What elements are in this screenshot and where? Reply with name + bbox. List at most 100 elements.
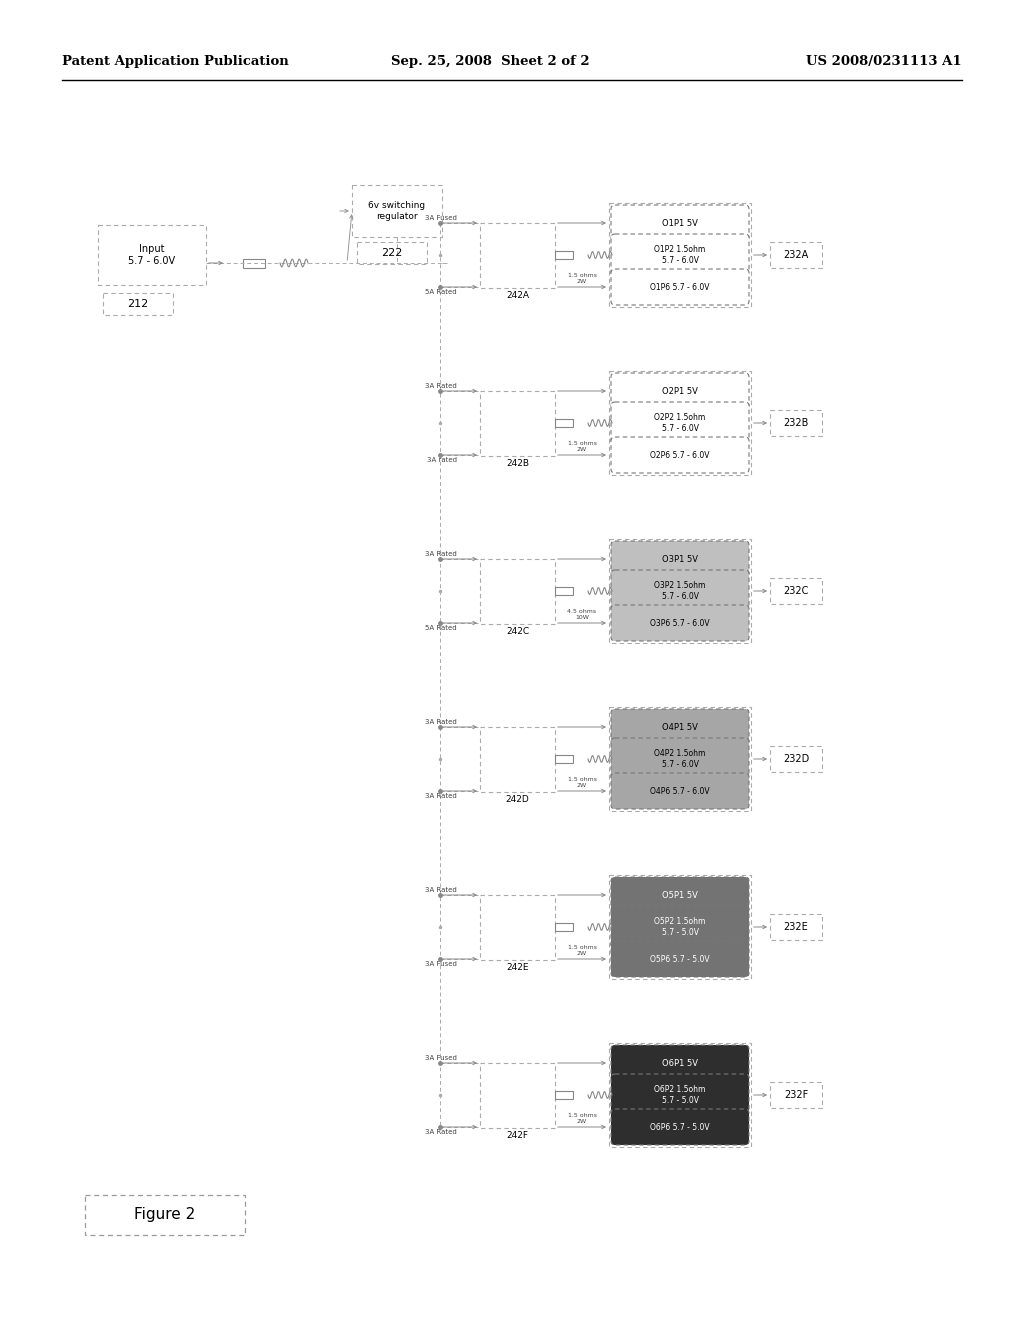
Text: 1.5 ohms
2W: 1.5 ohms 2W — [567, 777, 597, 788]
Bar — [85, 1195, 245, 1236]
Text: 242D: 242D — [506, 795, 529, 804]
Bar — [352, 185, 442, 238]
Text: 3A Fused: 3A Fused — [425, 215, 457, 220]
Bar — [243, 259, 265, 268]
Text: 232C: 232C — [783, 586, 809, 597]
FancyBboxPatch shape — [611, 234, 749, 276]
Bar — [770, 242, 822, 268]
Text: 212: 212 — [127, 300, 148, 309]
Bar — [770, 746, 822, 772]
Text: 3A Rated: 3A Rated — [425, 793, 457, 799]
Bar — [770, 913, 822, 940]
FancyBboxPatch shape — [611, 738, 749, 780]
Text: 232F: 232F — [784, 1090, 808, 1100]
Text: US 2008/0231113 A1: US 2008/0231113 A1 — [806, 55, 962, 69]
Text: 1.5 ohms
2W: 1.5 ohms 2W — [567, 273, 597, 284]
Text: 242F: 242F — [507, 1130, 528, 1139]
Bar — [555, 251, 573, 259]
Text: Figure 2: Figure 2 — [134, 1208, 196, 1222]
Text: 222: 222 — [381, 248, 402, 257]
FancyBboxPatch shape — [611, 605, 749, 642]
Text: O4P6 5.7 - 6.0V: O4P6 5.7 - 6.0V — [650, 787, 710, 796]
Bar — [770, 1082, 822, 1107]
Bar — [480, 895, 555, 960]
FancyBboxPatch shape — [611, 941, 749, 977]
Text: O4P2 1.5ohm
5.7 - 6.0V: O4P2 1.5ohm 5.7 - 6.0V — [654, 750, 706, 768]
Bar — [555, 418, 573, 426]
Bar — [98, 224, 206, 285]
Bar — [609, 203, 751, 308]
Text: 242A: 242A — [506, 290, 529, 300]
FancyBboxPatch shape — [611, 906, 749, 948]
Text: O2P1 5V: O2P1 5V — [663, 387, 698, 396]
Bar — [609, 875, 751, 979]
Bar — [357, 242, 427, 264]
Text: O5P1 5V: O5P1 5V — [663, 891, 698, 899]
Bar — [480, 1063, 555, 1127]
Text: O4P1 5V: O4P1 5V — [663, 722, 698, 731]
Text: 1.5 ohms
2W: 1.5 ohms 2W — [567, 1113, 597, 1123]
Bar — [609, 708, 751, 810]
FancyBboxPatch shape — [611, 437, 749, 473]
Text: 6v switching
regulator: 6v switching regulator — [369, 201, 426, 220]
FancyBboxPatch shape — [611, 1045, 749, 1081]
Text: 3A Rated: 3A Rated — [425, 1129, 457, 1135]
Text: O5P2 1.5ohm
5.7 - 5.0V: O5P2 1.5ohm 5.7 - 5.0V — [654, 917, 706, 937]
Text: 3A Rated: 3A Rated — [425, 550, 457, 557]
Text: O6P2 1.5ohm
5.7 - 5.0V: O6P2 1.5ohm 5.7 - 5.0V — [654, 1085, 706, 1105]
Bar — [609, 1043, 751, 1147]
Text: 3A rated: 3A rated — [427, 457, 457, 463]
Text: O1P2 1.5ohm
5.7 - 6.0V: O1P2 1.5ohm 5.7 - 6.0V — [654, 246, 706, 265]
Text: 232E: 232E — [783, 921, 808, 932]
Bar — [555, 1092, 573, 1100]
Text: 3A Rated: 3A Rated — [425, 719, 457, 725]
Text: 4.5 ohms
10W: 4.5 ohms 10W — [567, 609, 597, 620]
FancyBboxPatch shape — [611, 205, 749, 242]
Text: 242C: 242C — [506, 627, 529, 635]
FancyBboxPatch shape — [611, 269, 749, 305]
Text: 3A Rated: 3A Rated — [425, 383, 457, 389]
Text: O3P2 1.5ohm
5.7 - 6.0V: O3P2 1.5ohm 5.7 - 6.0V — [654, 581, 706, 601]
Text: 1.5 ohms
2W: 1.5 ohms 2W — [567, 441, 597, 451]
Text: O1P1 5V: O1P1 5V — [663, 219, 698, 227]
Bar — [555, 755, 573, 763]
FancyBboxPatch shape — [611, 774, 749, 809]
Text: O2P2 1.5ohm
5.7 - 6.0V: O2P2 1.5ohm 5.7 - 6.0V — [654, 413, 706, 433]
Text: Input
5.7 - 6.0V: Input 5.7 - 6.0V — [128, 244, 175, 265]
Text: 232B: 232B — [783, 418, 809, 428]
Text: O3P6 5.7 - 6.0V: O3P6 5.7 - 6.0V — [650, 619, 710, 627]
Text: 3A Rated: 3A Rated — [425, 887, 457, 894]
Text: Patent Application Publication: Patent Application Publication — [62, 55, 289, 69]
Bar — [480, 391, 555, 455]
Text: O1P6 5.7 - 6.0V: O1P6 5.7 - 6.0V — [650, 282, 710, 292]
Text: 5A Rated: 5A Rated — [425, 624, 457, 631]
Bar — [770, 411, 822, 436]
Bar — [770, 578, 822, 605]
Text: O2P6 5.7 - 6.0V: O2P6 5.7 - 6.0V — [650, 450, 710, 459]
FancyBboxPatch shape — [611, 541, 749, 577]
FancyBboxPatch shape — [611, 1074, 749, 1115]
FancyBboxPatch shape — [611, 403, 749, 444]
Bar — [103, 293, 173, 315]
Text: 232A: 232A — [783, 249, 809, 260]
Bar — [555, 587, 573, 595]
Bar — [609, 371, 751, 475]
Text: 5A Rated: 5A Rated — [425, 289, 457, 294]
Text: O5P6 5.7 - 5.0V: O5P6 5.7 - 5.0V — [650, 954, 710, 964]
Text: O3P1 5V: O3P1 5V — [662, 554, 698, 564]
FancyBboxPatch shape — [611, 709, 749, 744]
Text: 3A Fused: 3A Fused — [425, 961, 457, 968]
Text: O6P1 5V: O6P1 5V — [662, 1059, 698, 1068]
Bar — [480, 726, 555, 792]
Bar — [609, 539, 751, 643]
Text: 3A Fused: 3A Fused — [425, 1055, 457, 1061]
Bar — [555, 923, 573, 931]
Text: 242E: 242E — [506, 962, 528, 972]
Text: Sep. 25, 2008  Sheet 2 of 2: Sep. 25, 2008 Sheet 2 of 2 — [391, 55, 590, 69]
Text: 242B: 242B — [506, 458, 529, 467]
Bar — [480, 223, 555, 288]
Text: O6P6 5.7 - 5.0V: O6P6 5.7 - 5.0V — [650, 1122, 710, 1131]
FancyBboxPatch shape — [611, 876, 749, 913]
FancyBboxPatch shape — [611, 1109, 749, 1144]
Text: 232D: 232D — [783, 754, 809, 764]
